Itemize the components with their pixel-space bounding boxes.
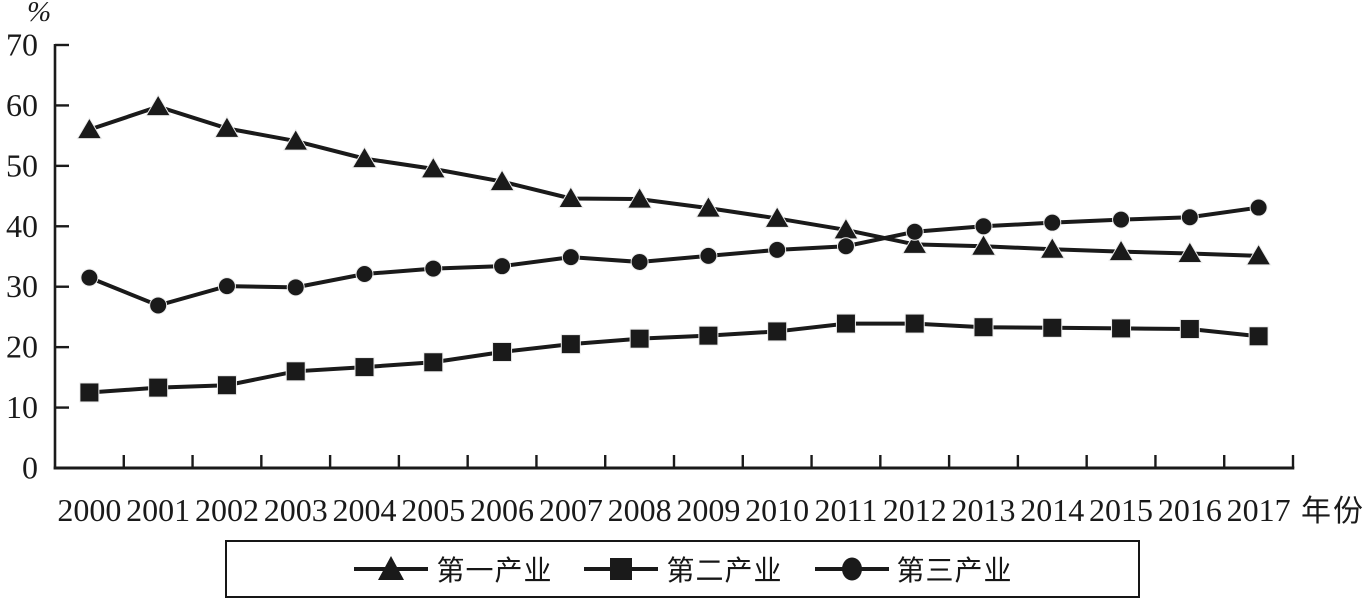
series-line-2 bbox=[88, 205, 1259, 308]
legend-label-secondary: 第二产业 bbox=[666, 556, 783, 587]
marker-square bbox=[1042, 317, 1063, 338]
x-year-label: 2010 bbox=[745, 492, 809, 528]
y-tick-label: 10 bbox=[6, 389, 38, 425]
marker-circle bbox=[1180, 208, 1199, 227]
legend-item-secondary-industry: 第二产业 bbox=[582, 549, 782, 589]
marker-circle bbox=[424, 259, 443, 278]
x-year-label: 2006 bbox=[470, 492, 534, 528]
marker-square bbox=[1111, 318, 1132, 339]
legend-label-primary: 第一产业 bbox=[436, 556, 553, 587]
marker-triangle bbox=[282, 128, 309, 151]
x-year-label: 2004 bbox=[333, 492, 397, 528]
y-tick-label: 0 bbox=[22, 450, 38, 486]
y-tick-label: 20 bbox=[6, 329, 38, 365]
marker-triangle bbox=[970, 233, 997, 256]
marker-triangle bbox=[626, 186, 653, 209]
x-year-label: 2001 bbox=[126, 492, 190, 528]
marker-square bbox=[79, 382, 100, 403]
legend-label-tertiary: 第三产业 bbox=[896, 556, 1013, 587]
marker-square bbox=[629, 328, 650, 349]
marker-circle bbox=[974, 217, 993, 236]
marker-circle bbox=[1112, 210, 1131, 229]
x-year-label: 2011 bbox=[815, 492, 878, 528]
x-year-label: 2008 bbox=[608, 492, 672, 528]
marker-square bbox=[492, 341, 513, 362]
marker-circle bbox=[630, 252, 649, 271]
marker-triangle bbox=[764, 205, 791, 228]
marker-circle bbox=[905, 222, 924, 241]
x-year-label: 2002 bbox=[195, 492, 259, 528]
legend-item-tertiary-industry: 第三产业 bbox=[813, 549, 1013, 589]
x-year-label: 2007 bbox=[539, 492, 603, 528]
y-tick-label: 40 bbox=[6, 208, 38, 244]
marker-triangle bbox=[489, 169, 515, 192]
marker-square bbox=[767, 321, 788, 342]
marker-square bbox=[216, 375, 237, 396]
marker-square bbox=[1179, 319, 1200, 340]
x-year-label: 2012 bbox=[883, 492, 947, 528]
marker-square bbox=[973, 317, 994, 338]
marker-circle bbox=[561, 248, 580, 267]
marker-circle bbox=[493, 257, 512, 276]
marker-square bbox=[285, 361, 306, 382]
marker-triangle bbox=[420, 156, 447, 179]
marker-square bbox=[354, 357, 375, 378]
marker-triangle bbox=[1176, 240, 1203, 263]
x-axis-title: 年份 bbox=[1301, 495, 1365, 528]
x-year-label: 2016 bbox=[1158, 492, 1222, 528]
x-year-label: 2000 bbox=[57, 492, 121, 528]
marker-triangle bbox=[695, 195, 722, 218]
marker-circle bbox=[699, 246, 718, 265]
marker-square bbox=[1248, 326, 1269, 347]
legend-box: 第一产业 第二产业 第三产业 bbox=[225, 540, 1140, 598]
y-tick-label: 50 bbox=[6, 147, 38, 183]
triangle-marker-icon bbox=[354, 556, 429, 580]
y-axis-unit-label: % bbox=[27, 0, 52, 28]
marker-circle bbox=[355, 265, 374, 284]
y-tick-label: 70 bbox=[6, 27, 38, 63]
marker-square bbox=[904, 313, 925, 334]
marker-circle bbox=[80, 268, 99, 287]
marker-square bbox=[835, 313, 856, 334]
x-year-label: 2013 bbox=[952, 492, 1016, 528]
square-marker-icon bbox=[584, 558, 659, 580]
x-year-label: 2005 bbox=[401, 492, 465, 528]
series-line-1 bbox=[89, 321, 1259, 395]
marker-circle bbox=[1043, 213, 1062, 232]
marker-circle bbox=[1249, 198, 1268, 217]
marker-triangle bbox=[145, 94, 172, 117]
marker-square bbox=[423, 352, 444, 373]
marker-circle bbox=[768, 240, 787, 259]
marker-square bbox=[560, 334, 581, 355]
x-year-label: 2009 bbox=[676, 492, 740, 528]
marker-square bbox=[148, 377, 169, 398]
y-tick-label: 30 bbox=[6, 268, 38, 304]
x-year-label: 2017 bbox=[1227, 492, 1291, 528]
marker-triangle bbox=[1245, 243, 1272, 266]
marker-circle bbox=[149, 296, 168, 315]
marker-square bbox=[698, 325, 719, 346]
marker-triangle bbox=[1108, 239, 1134, 262]
marker-circle bbox=[836, 237, 855, 256]
marker-triangle bbox=[214, 115, 240, 138]
marker-triangle bbox=[76, 117, 103, 140]
x-year-label: 2003 bbox=[264, 492, 328, 528]
marker-circle bbox=[217, 277, 236, 296]
legend-item-primary-industry: 第一产业 bbox=[352, 549, 552, 589]
marker-circle bbox=[286, 278, 305, 297]
circle-marker-icon bbox=[814, 557, 889, 581]
y-tick-label: 60 bbox=[6, 87, 38, 123]
series-line-0 bbox=[88, 104, 1259, 258]
marker-triangle bbox=[557, 185, 584, 208]
x-year-label: 2015 bbox=[1089, 492, 1153, 528]
x-year-label: 2014 bbox=[1020, 492, 1084, 528]
marker-triangle bbox=[1039, 236, 1066, 259]
marker-triangle bbox=[901, 231, 928, 254]
marker-triangle bbox=[351, 146, 378, 169]
